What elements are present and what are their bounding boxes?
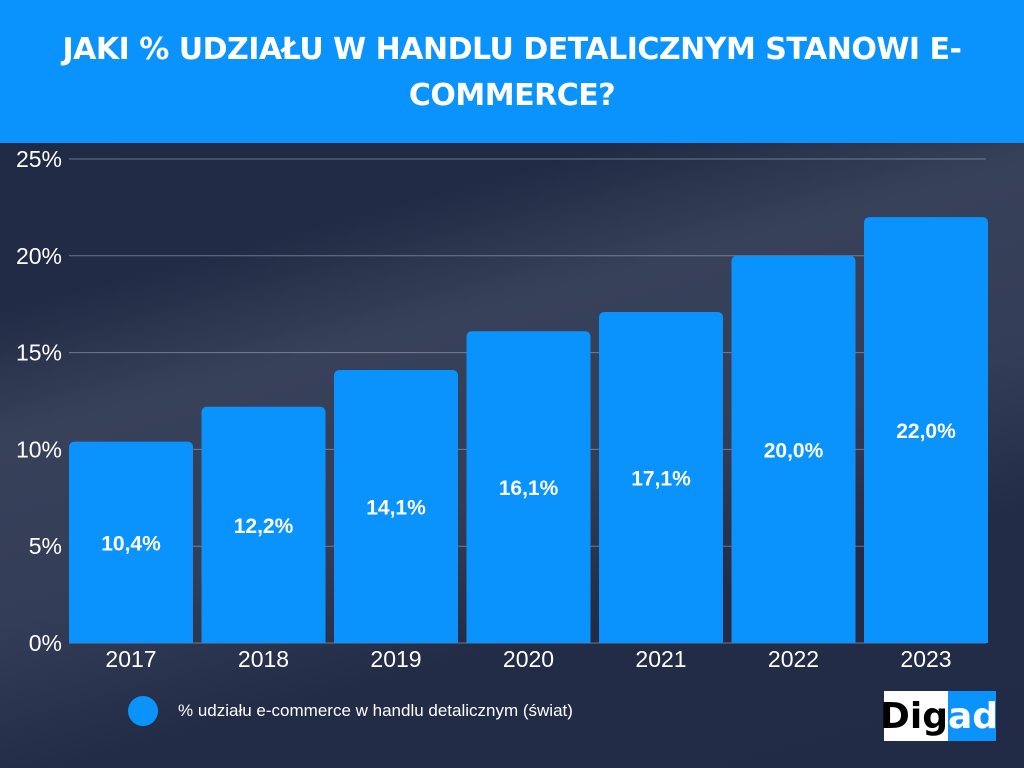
data-label: 12,2%: [234, 515, 294, 538]
bar: [864, 217, 988, 643]
y-tick-label: 25%: [16, 146, 62, 172]
y-tick-label: 0%: [29, 630, 62, 656]
x-tick-label: 2021: [635, 646, 686, 672]
x-tick-label: 2022: [768, 646, 819, 672]
legend: % udziału e-commerce w handlu detaliczny…: [128, 696, 573, 726]
digad-logo: Dig ad: [880, 691, 998, 741]
bar: [599, 311, 723, 643]
bar: [731, 255, 856, 644]
data-label: 17,1%: [631, 467, 691, 490]
data-label: 10,4%: [101, 532, 161, 555]
bar: [69, 441, 193, 643]
x-tick-label: 2019: [370, 646, 421, 672]
legend-label: % udziału e-commerce w handlu detaliczny…: [178, 701, 573, 720]
y-tick-label: 20%: [16, 243, 62, 269]
data-label: 14,1%: [366, 497, 426, 520]
x-tick-label: 2017: [105, 646, 156, 672]
x-tick-label: 2020: [503, 646, 554, 672]
data-label: 22,0%: [896, 420, 956, 443]
bar: [466, 331, 591, 643]
x-tick-label: 2018: [238, 646, 289, 672]
x-tick-label: 2023: [900, 646, 951, 672]
y-tick-label: 15%: [16, 340, 62, 366]
y-tick-label: 10%: [16, 436, 62, 462]
data-label: 20,0%: [764, 439, 824, 462]
header-banner: JAKI % UDZIAŁU W HANDLU DETALICZNYM STAN…: [0, 0, 1024, 143]
y-tick-label: 5%: [29, 533, 62, 559]
legend-swatch: [128, 696, 158, 726]
bar: [334, 370, 458, 643]
data-label: 16,1%: [499, 477, 559, 500]
chart-title: JAKI % UDZIAŁU W HANDLU DETALICZNYM STAN…: [62, 31, 963, 113]
bar: [201, 406, 326, 643]
